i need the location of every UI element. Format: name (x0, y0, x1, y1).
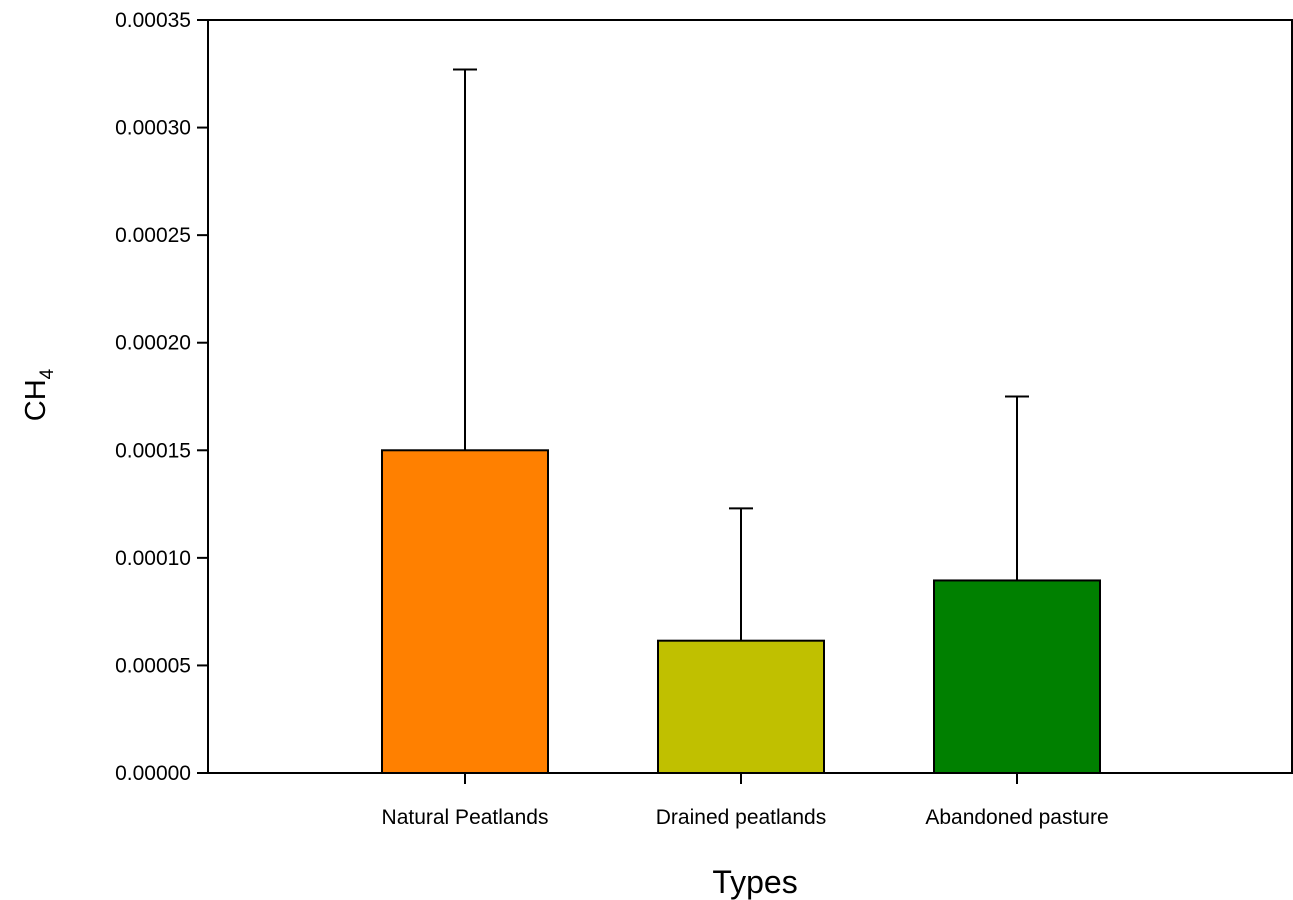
x-tick-label: Natural Peatlands (382, 806, 549, 829)
error-bars (453, 68, 1029, 641)
y-axis-title-subscript: 4 (37, 368, 58, 379)
x-axis-ticks: Natural Peatlands Drained peatlands Abando… (382, 773, 1109, 829)
y-tick-label: 0.00005 (115, 654, 191, 677)
x-axis-title: Types (712, 864, 797, 900)
y-tick-label: 0.00025 (115, 224, 191, 247)
bar (933, 579, 1101, 774)
y-tick-label: 0.00015 (115, 439, 191, 462)
y-axis-title: CH4 (20, 368, 58, 421)
x-tick-label: Drained peatlands (656, 806, 826, 829)
x-tick-label: Abandoned pasture (925, 806, 1108, 829)
y-tick-label: 0.00030 (115, 117, 191, 140)
y-tick-label: 0.00035 (115, 9, 191, 32)
y-tick-label: 0.00020 (115, 332, 191, 355)
y-tick-label: 0.00010 (115, 547, 191, 570)
bar (381, 449, 549, 774)
bar (657, 639, 825, 774)
y-axis-ticks: 0.00000 0.00005 0.00010 0.00015 0.00020 0.000… (115, 9, 208, 785)
y-axis-title-base: CH (20, 379, 52, 421)
y-tick-label: 0.00000 (115, 762, 191, 785)
